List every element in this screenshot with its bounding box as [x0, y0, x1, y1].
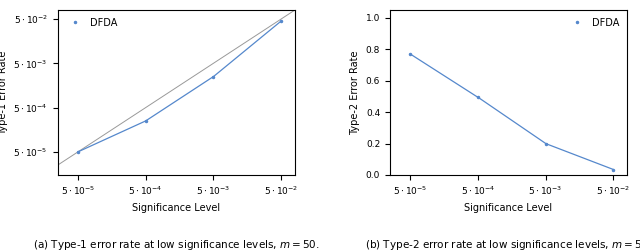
Line: DFDA: DFDA	[408, 52, 616, 172]
Text: (b) Type-2 error rate at low significance levels, $m = 50$.: (b) Type-2 error rate at low significanc…	[365, 238, 640, 250]
Y-axis label: Type-2 Error Rate: Type-2 Error Rate	[350, 50, 360, 135]
DFDA	[277, 20, 285, 22]
DFDA	[74, 150, 82, 153]
DFDA	[474, 96, 482, 99]
X-axis label: Significance Level: Significance Level	[465, 203, 552, 213]
Line: DFDA: DFDA	[76, 19, 283, 154]
Legend: DFDA: DFDA	[565, 15, 622, 31]
DFDA	[609, 168, 617, 171]
Legend: DFDA: DFDA	[63, 15, 120, 31]
DFDA	[542, 142, 550, 145]
DFDA	[406, 52, 414, 56]
DFDA	[209, 75, 217, 78]
Y-axis label: Type-1 Error Rate: Type-1 Error Rate	[0, 50, 8, 135]
DFDA	[142, 120, 150, 122]
X-axis label: Significance Level: Significance Level	[132, 203, 220, 213]
Text: (a) Type-1 error rate at low significance levels, $m = 50$.: (a) Type-1 error rate at low significanc…	[33, 238, 319, 250]
